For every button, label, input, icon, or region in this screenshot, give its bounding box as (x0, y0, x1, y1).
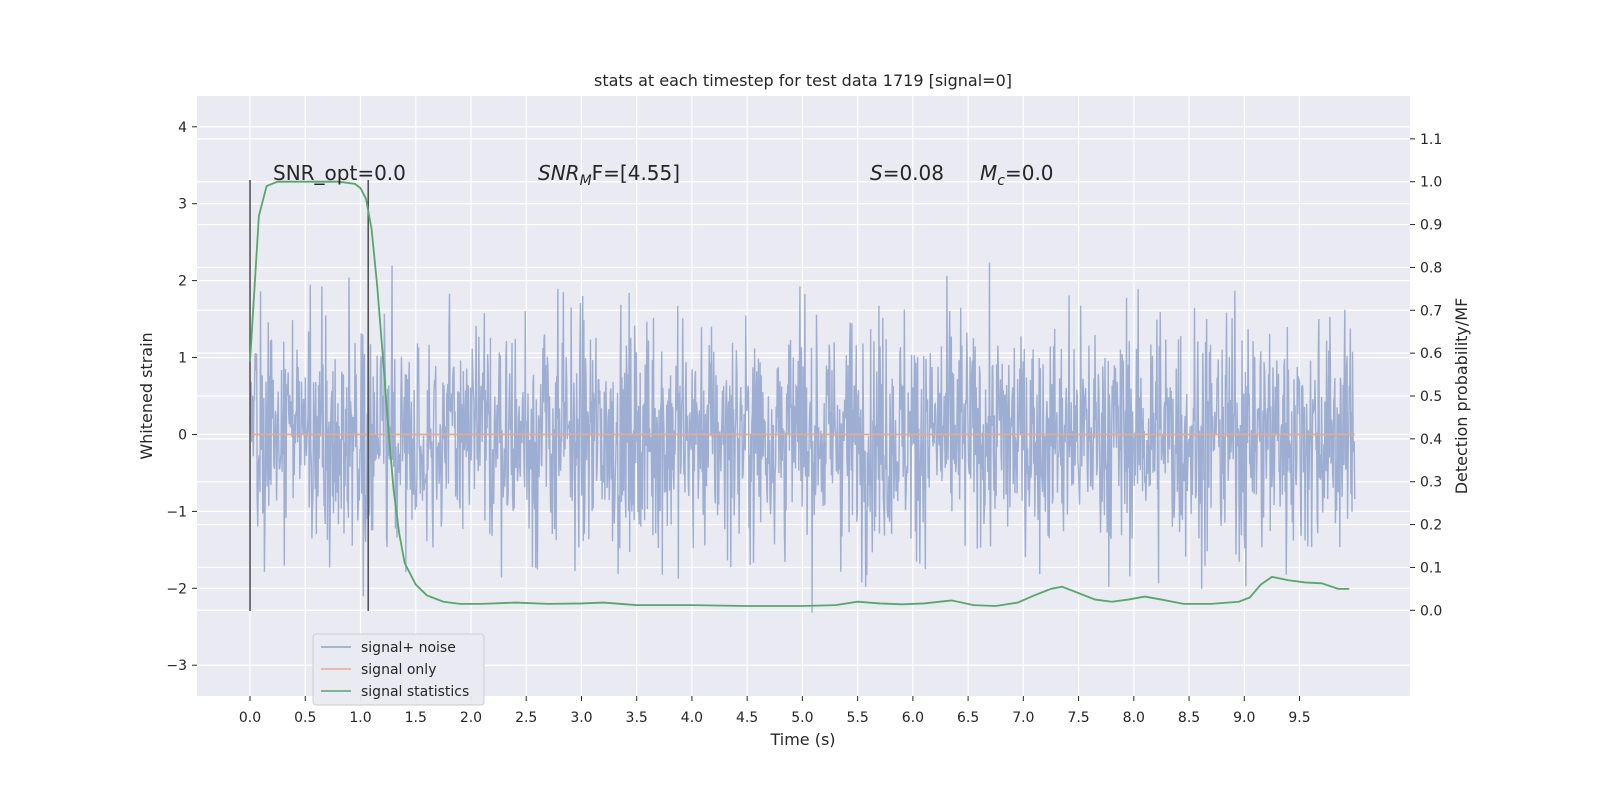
x-tick-label: 8.0 (1123, 710, 1145, 726)
legend-label-noise: signal+ noise (361, 640, 456, 656)
y-right-tick-label: 1.0 (1420, 175, 1442, 191)
y-tick-label: −3 (166, 658, 187, 674)
x-tick-label: 3.0 (570, 710, 592, 726)
y-tick-label: −2 (166, 581, 187, 597)
x-axis-ticks: 0.0 0.5 1.0 1.5 2.0 2.5 3.0 3.5 4.0 4.5 5.0 5.5 6.0 6… (239, 696, 1311, 726)
x-tick-label: 8.5 (1178, 710, 1200, 726)
signal-noise-series (249, 262, 1356, 613)
x-tick-label: 2.5 (515, 710, 537, 726)
y-right-axis-label: Detection probability/MF (1452, 298, 1471, 495)
x-tick-label: 5.0 (791, 710, 813, 726)
y-right-tick-label: 0.1 (1420, 560, 1442, 576)
x-tick-label: 1.0 (349, 710, 371, 726)
y-axis-label: Whitened strain (137, 332, 156, 459)
y-right-tick-label: 0.8 (1420, 260, 1442, 276)
x-tick-label: 4.5 (736, 710, 758, 726)
y-right-tick-label: 0.6 (1420, 346, 1442, 362)
y-right-tick-label: 0.5 (1420, 389, 1442, 405)
y-right-tick-label: 0.2 (1420, 518, 1442, 534)
statistics-line (249, 180, 1350, 607)
annotation-snr-opt: SNR_opt=0.0 (273, 161, 406, 185)
snr-mf-rest: F=[4.55] (592, 161, 680, 185)
legend-box (312, 633, 485, 706)
y-tick-label: 1 (178, 351, 187, 367)
x-tick-label: 3.5 (626, 710, 648, 726)
x-tick-label: 2.0 (460, 710, 482, 726)
x-tick-label: 9.0 (1233, 710, 1255, 726)
legend: signal+ noise signal only signal statist… (312, 633, 485, 706)
y-tick-label: 4 (178, 120, 187, 136)
y-tick-label: −1 (166, 504, 187, 520)
legend-label-stats: signal statistics (361, 684, 469, 700)
x-axis-label: Time (s) (769, 730, 835, 749)
x-tick-label: 5.5 (846, 710, 868, 726)
y-right-tick-label: 0.9 (1420, 218, 1442, 234)
mc-sub: c (997, 173, 1005, 189)
chart-title: stats at each timestep for test data 171… (594, 71, 1012, 90)
y-tick-label: 3 (178, 197, 187, 213)
snr-mf-prefix: SNR (538, 161, 580, 185)
x-tick-label: 6.5 (957, 710, 979, 726)
s-label: S (870, 161, 883, 185)
annotation-s: S=0.08 (870, 161, 944, 185)
signal-statistics-series (249, 180, 1350, 607)
annotation-mc: Mc=0.0 (980, 161, 1054, 189)
y-right-tick-label: 0.0 (1420, 603, 1442, 619)
vertical-markers (249, 180, 370, 611)
y-tick-label: 0 (178, 427, 187, 443)
x-tick-label: 1.5 (405, 710, 427, 726)
s-value: =0.08 (883, 161, 944, 185)
noise-trace (249, 262, 1356, 613)
legend-label-signal: signal only (361, 662, 436, 678)
y-right-tick-label: 0.4 (1420, 432, 1442, 448)
y-right-tick-label: 0.3 (1420, 475, 1442, 491)
snr-mf-sub: M (580, 173, 592, 189)
x-tick-label: 7.5 (1067, 710, 1089, 726)
y-right-axis-ticks: 1.1 1.0 0.9 0.8 0.7 0.6 0.5 0.4 0.3 0.2 0.1 0.0 (1410, 132, 1442, 619)
x-tick-label: 0.0 (239, 710, 261, 726)
x-tick-label: 0.5 (294, 710, 316, 726)
y-axis-ticks: 4 3 2 1 0 −1 −2 −3 (166, 120, 197, 674)
annotation-snr-mf: SNRMF=[4.55] (538, 161, 680, 189)
y-tick-label: 2 (178, 274, 187, 290)
y-right-tick-label: 1.1 (1420, 132, 1442, 148)
x-tick-label: 6.0 (902, 710, 924, 726)
x-tick-label: 7.0 (1012, 710, 1034, 726)
x-tick-label: 9.5 (1288, 710, 1310, 726)
x-tick-label: 4.0 (681, 710, 703, 726)
mc-value: =0.0 (1005, 161, 1054, 185)
mc-label: M (980, 161, 997, 185)
y-right-tick-label: 0.7 (1420, 303, 1442, 319)
